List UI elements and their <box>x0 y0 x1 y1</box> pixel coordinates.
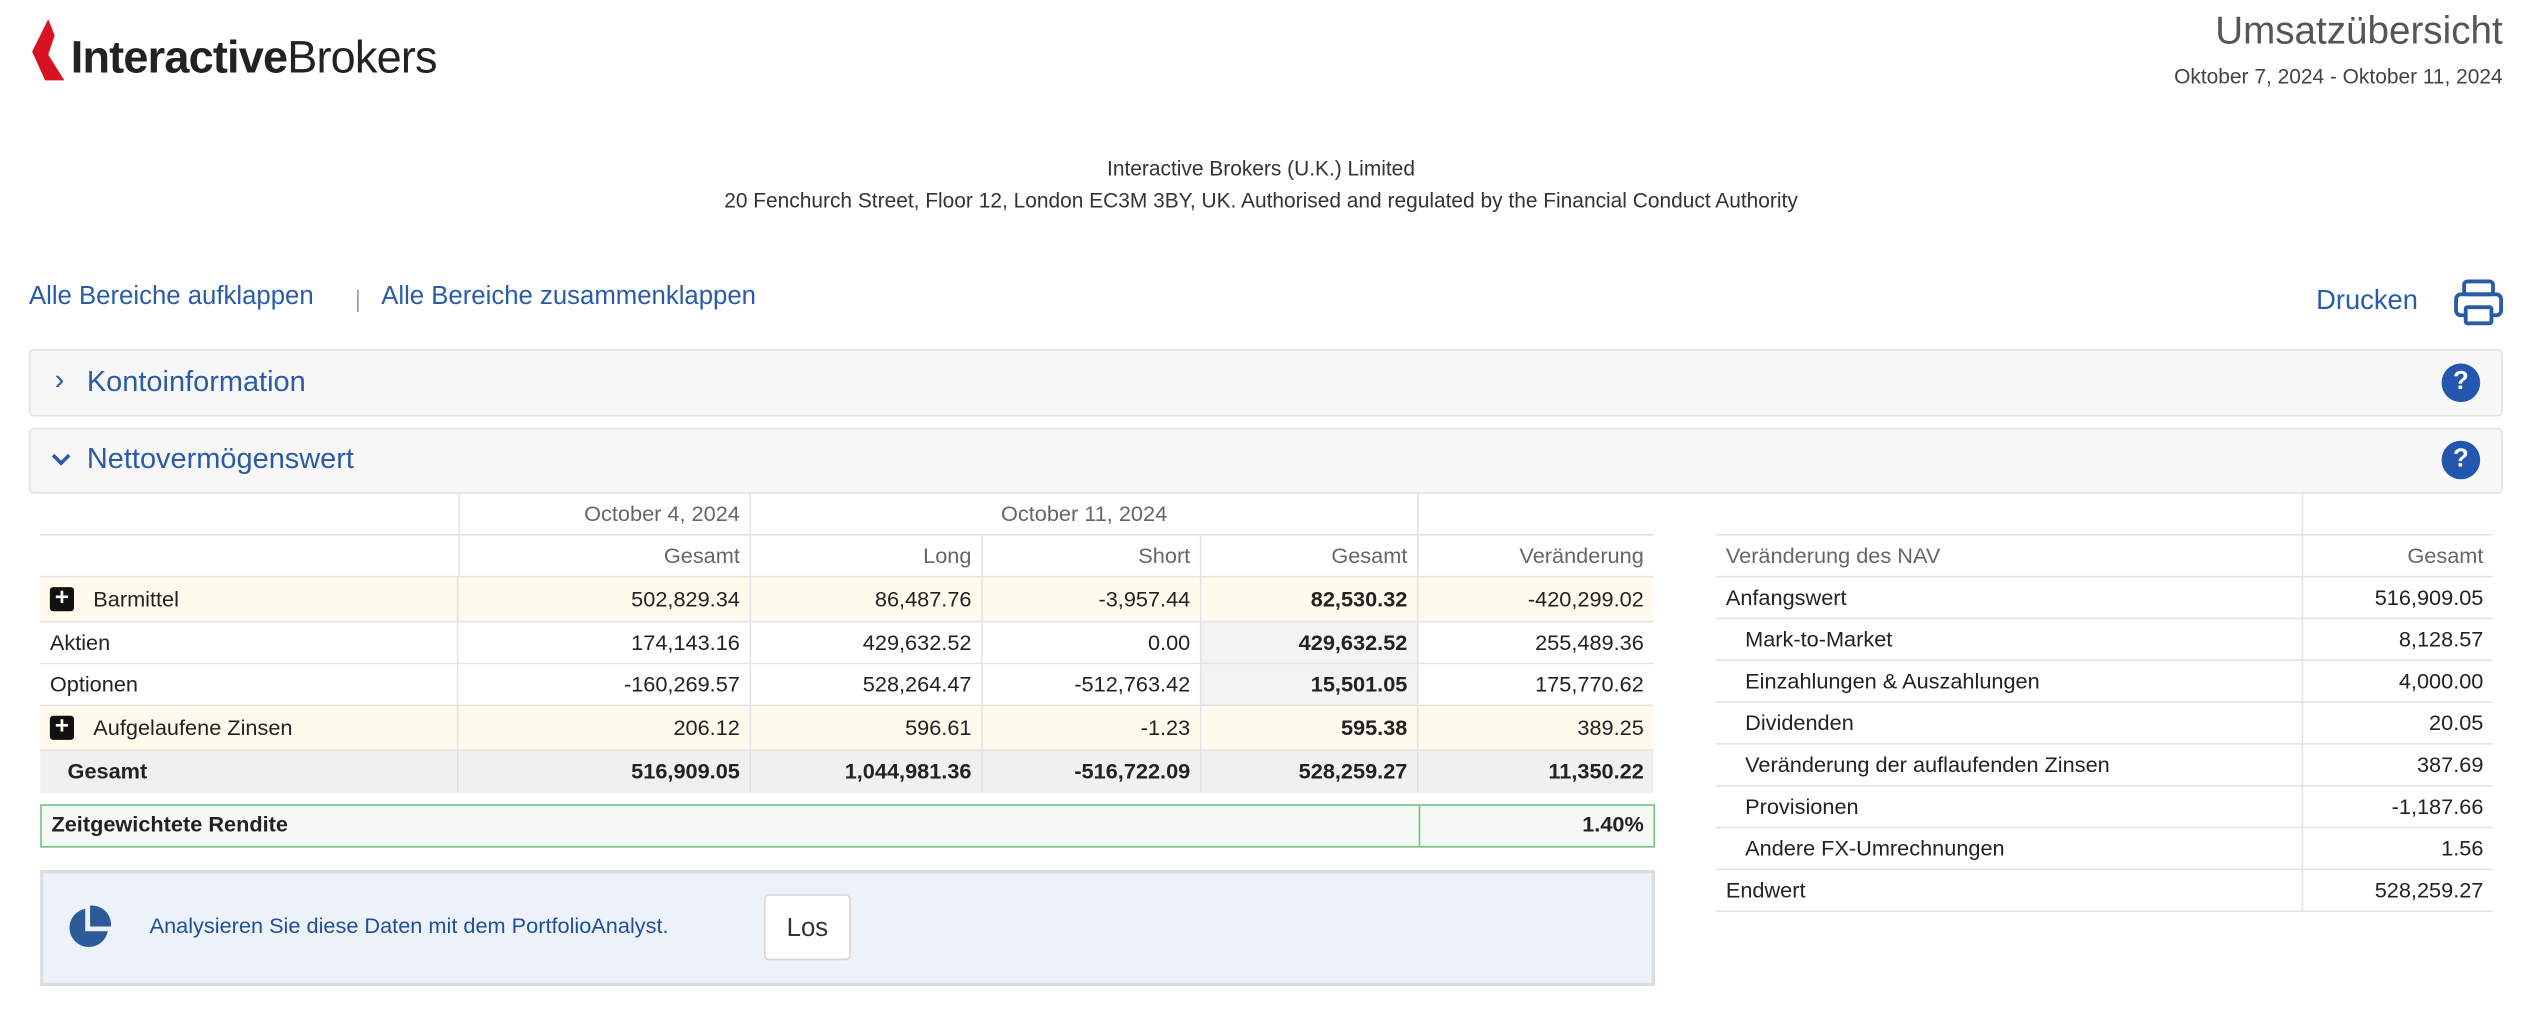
table-value: 595.38 <box>1201 706 1419 752</box>
table-value: 429,632.52 <box>1201 622 1419 665</box>
logo-icon <box>32 19 65 81</box>
table-value: 516,909.05 <box>458 751 752 793</box>
link-separator <box>357 289 359 313</box>
logo-part: Interactive <box>70 32 288 83</box>
row-label: Aktien <box>40 622 459 665</box>
column-header: Short <box>982 535 1202 578</box>
report-title: Umsatzübersicht <box>2215 9 2503 54</box>
twr-divider <box>1418 805 1421 847</box>
row-label: Optionen <box>40 664 459 707</box>
table-value: 596.61 <box>751 706 983 752</box>
table-value: 516,909.05 <box>2303 577 2494 620</box>
logo-part: Brokers <box>287 32 437 83</box>
row-label: Endwert <box>1716 870 2304 912</box>
print-link[interactable]: Drucken <box>2316 284 2418 316</box>
table-corner <box>40 494 459 536</box>
table-value: -1,187.66 <box>2303 787 2494 829</box>
table-value: 1.56 <box>2303 828 2494 871</box>
row-label: Barmittel <box>40 577 459 623</box>
table-value: 387.69 <box>2303 745 2494 787</box>
table-value: 1,044,981.36 <box>751 751 983 793</box>
report-period: Oktober 7, 2024 - Oktober 11, 2024 <box>2174 64 2503 89</box>
section-bar[interactable] <box>28 427 2503 494</box>
table-value: -1.23 <box>982 706 1202 752</box>
table-value: 20.05 <box>2303 703 2494 745</box>
table-value: 82,530.32 <box>1201 577 1419 623</box>
column-header: Gesamt <box>458 535 752 578</box>
help-icon[interactable]: ? <box>2441 440 2481 480</box>
twr-label: Zeitgewichtete Rendite <box>51 812 288 837</box>
table-value: -160,269.57 <box>458 664 752 707</box>
row-label: Aufgelaufene Zinsen <box>40 706 459 752</box>
row-label: Andere FX-Umrechnungen <box>1716 828 2304 871</box>
table-value: 175,770.62 <box>1418 664 1654 707</box>
section-bar[interactable] <box>28 349 2503 417</box>
go-button[interactable]: Los <box>763 894 851 961</box>
column-header: Veränderung <box>1418 536 1654 578</box>
chevron-down <box>51 453 71 466</box>
section-title[interactable]: Nettovermögenswert <box>86 442 354 475</box>
table-value: -512,763.42 <box>982 664 1202 707</box>
table-value: 528,259.27 <box>2303 870 2494 912</box>
table-value: 174,143.16 <box>458 622 752 665</box>
expand-icon[interactable]: + <box>49 585 74 612</box>
table-value: 0.00 <box>982 622 1202 665</box>
table-value: 502,829.34 <box>458 577 752 623</box>
column-header: Gesamt <box>1201 535 1419 578</box>
collapse-all-link[interactable]: Alle Bereiche zusammenklappen <box>381 283 756 311</box>
row-label: Gesamt <box>40 751 459 793</box>
table-value: 15,501.05 <box>1201 664 1419 707</box>
section-title[interactable]: Kontoinformation <box>86 365 306 398</box>
pie-icon <box>69 905 112 948</box>
table-value: 206.12 <box>458 706 752 752</box>
date-header: October 4, 2024 <box>458 493 752 536</box>
expand-icon[interactable]: + <box>49 714 74 740</box>
row-label: Provisionen <box>1716 786 2304 829</box>
column-header: Long <box>751 535 983 578</box>
table-value: 528,264.47 <box>751 664 983 707</box>
table-value: 528,259.27 <box>1201 751 1419 793</box>
table-value: 8,128.57 <box>2303 619 2494 662</box>
date-header: October 11, 2024 <box>751 493 1419 536</box>
twr-row <box>40 804 1656 848</box>
company-address: 20 Fenchurch Street, Floor 12, London EC… <box>724 188 1798 213</box>
table-value: 255,489.36 <box>1418 622 1654 665</box>
table-value: 11,350.22 <box>1418 751 1654 793</box>
column-header: Veränderung des NAV <box>1716 535 2304 578</box>
table-value: 429,632.52 <box>751 622 983 665</box>
table-value: 389.25 <box>1418 706 1654 752</box>
column-header: Gesamt <box>2303 536 2494 578</box>
company-name: Interactive Brokers (U.K.) Limited <box>1107 156 1415 181</box>
chevron-right: › <box>54 363 65 396</box>
table-value: -420,299.02 <box>1418 577 1654 623</box>
header-blank <box>1418 494 1654 536</box>
row-label: Veränderung der auflaufenden Zinsen <box>1716 744 2304 787</box>
table-value: -516,722.09 <box>982 751 1202 793</box>
table-value: -3,957.44 <box>982 577 1202 623</box>
table-value: 4,000.00 <box>2303 661 2494 703</box>
table-value: 86,487.76 <box>751 577 983 623</box>
row-label: Mark-to-Market <box>1716 619 2304 662</box>
print-icon[interactable] <box>2451 278 2506 326</box>
expand-all-link[interactable]: Alle Bereiche aufklappen <box>28 283 314 311</box>
row-label: Anfangswert <box>1716 577 2304 620</box>
help-icon[interactable]: ? <box>2441 363 2481 403</box>
logo: InteractiveBrokers <box>70 32 438 83</box>
twr-value: 1.40% <box>1582 812 1644 837</box>
row-label: Dividenden <box>1716 702 2304 745</box>
header-blank <box>40 536 459 578</box>
row-label: Einzahlungen & Auszahlungen <box>1716 661 2304 703</box>
header-blank <box>1716 493 2304 536</box>
header-blank <box>2303 494 2494 536</box>
portfolio-text: Analysieren Sie diese Daten mit dem Port… <box>149 913 669 938</box>
